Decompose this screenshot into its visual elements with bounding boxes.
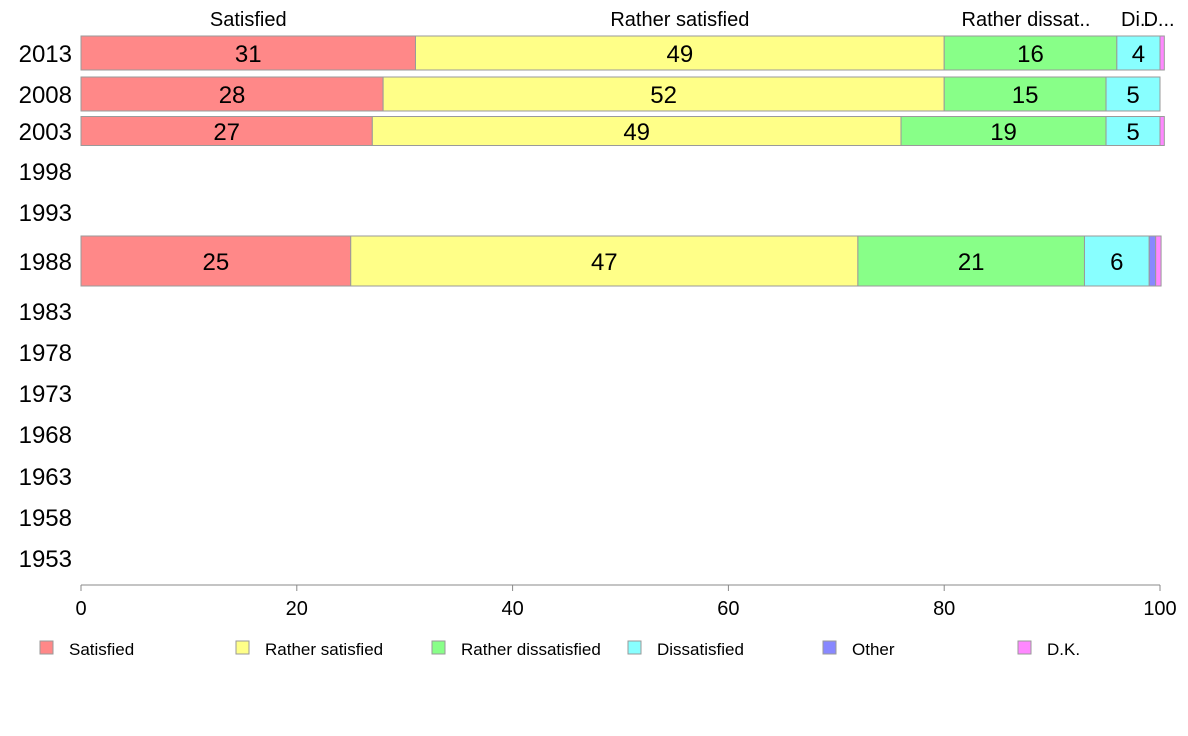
data-label: 49 <box>666 41 693 68</box>
x-tick-label: 100 <box>1143 598 1176 620</box>
data-label: 25 <box>203 249 230 276</box>
top-category-label: Satisfied <box>210 9 287 31</box>
bar-segment <box>382 76 945 112</box>
bar-segment <box>80 235 352 287</box>
x-tick-label: 20 <box>286 598 308 620</box>
data-label: 16 <box>1017 41 1044 68</box>
data-label: 49 <box>623 119 650 146</box>
year-label-1973: 1973 <box>19 381 72 408</box>
top-category-label: Di.. <box>1121 9 1151 31</box>
data-label: 31 <box>235 41 262 68</box>
bar-segment <box>1105 76 1161 112</box>
legend-label: Rather dissatisfied <box>461 640 601 659</box>
top-category-label: Rather dissat.. <box>962 9 1091 31</box>
data-label: 15 <box>1012 82 1039 109</box>
legend-label: Rather satisfied <box>265 640 383 659</box>
legend-label: D.K. <box>1047 640 1080 659</box>
bar-segment <box>1159 116 1165 146</box>
data-label: 28 <box>219 82 246 109</box>
top-category-label: Rather satisfied <box>610 9 749 31</box>
bar-segment <box>1083 235 1150 287</box>
legend-swatch <box>822 640 837 655</box>
bar-segment <box>943 35 1118 71</box>
data-label: 47 <box>591 249 618 276</box>
bar-segment <box>1105 116 1161 146</box>
x-tick-label: 40 <box>501 598 523 620</box>
year-label-2013: 2013 <box>19 41 72 68</box>
year-label-2008: 2008 <box>19 82 72 109</box>
year-label-1993: 1993 <box>19 200 72 227</box>
year-label-1958: 1958 <box>19 505 72 532</box>
bar-segment <box>80 35 416 71</box>
bar-segment <box>371 116 902 146</box>
bar-segment <box>1155 235 1162 287</box>
bar-segment <box>350 235 859 287</box>
data-label: 19 <box>990 119 1017 146</box>
legend-swatch <box>431 640 446 655</box>
year-label-1988: 1988 <box>19 249 72 276</box>
legend-swatch <box>39 640 54 655</box>
data-label: 52 <box>650 82 677 109</box>
data-label: 4 <box>1132 41 1145 68</box>
x-tick-label: 60 <box>717 598 739 620</box>
bar-segment <box>414 35 945 71</box>
legend-swatch <box>627 640 642 655</box>
legend-swatch <box>235 640 250 655</box>
data-label: 5 <box>1126 82 1139 109</box>
data-label: 21 <box>958 249 985 276</box>
data-label: 27 <box>213 119 240 146</box>
year-label-2003: 2003 <box>19 119 72 146</box>
year-label-1978: 1978 <box>19 340 72 367</box>
legend-label: Other <box>852 640 895 659</box>
year-label-1953: 1953 <box>19 546 72 573</box>
bar-segment <box>943 76 1107 112</box>
legend-label: Satisfied <box>69 640 134 659</box>
top-category-label: D... <box>1143 9 1174 31</box>
bar-segment <box>1148 235 1157 287</box>
year-label-1983: 1983 <box>19 299 72 326</box>
year-label-1963: 1963 <box>19 464 72 491</box>
year-label-1968: 1968 <box>19 422 72 449</box>
legend-label: Dissatisfied <box>657 640 744 659</box>
bar-segment <box>1159 35 1165 71</box>
year-label-1998: 1998 <box>19 159 72 186</box>
data-label: 5 <box>1126 119 1139 146</box>
bar-segment <box>80 116 373 146</box>
legend-swatch <box>1017 640 1032 655</box>
x-tick-label: 0 <box>75 598 86 620</box>
bar-segment <box>80 76 384 112</box>
data-label: 6 <box>1110 249 1123 276</box>
x-tick-label: 80 <box>933 598 955 620</box>
